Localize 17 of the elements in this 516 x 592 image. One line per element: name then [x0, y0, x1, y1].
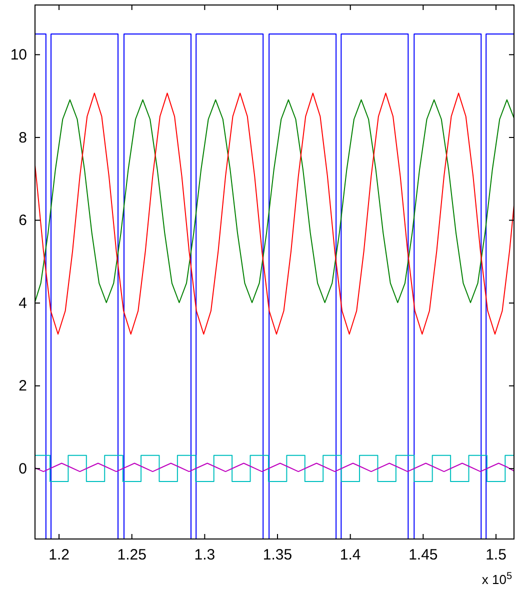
- x-tick-label: 1.2: [48, 546, 70, 564]
- line-series: [35, 92, 514, 335]
- y-tick-label: 6: [18, 212, 27, 230]
- x-tick-label: 1.3: [194, 546, 216, 564]
- x-tick-label: 1.35: [262, 546, 292, 564]
- line-series: [35, 99, 514, 304]
- line-series: [35, 462, 514, 472]
- y-tick-label: 8: [18, 129, 27, 146]
- x-tick-label: 1.25: [117, 546, 146, 564]
- y-tick-label: 2: [18, 378, 27, 395]
- y-tick-label: 4: [18, 294, 27, 312]
- y-tick-label: 10: [10, 46, 27, 64]
- x-tick-label: 1.45: [408, 546, 438, 564]
- text: x 10$^{5}$: [482, 570, 512, 587]
- y-tick-label: 0: [18, 460, 27, 478]
- x-tick-label: 1.5: [486, 546, 506, 564]
- x-tick-label: 1.4: [340, 546, 361, 564]
